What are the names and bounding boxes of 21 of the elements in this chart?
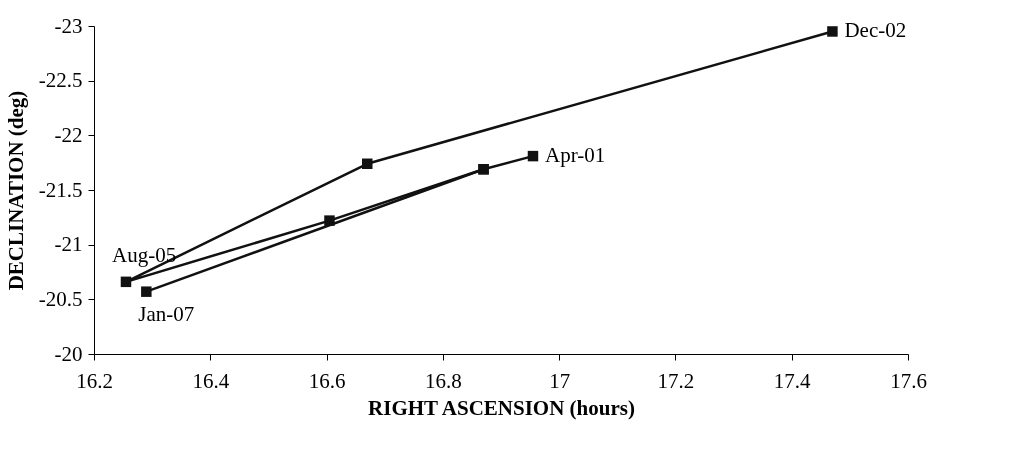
x-tick-label: 16.8 [424, 368, 462, 393]
x-axis-title: RIGHT ASCENSION (hours) [368, 395, 635, 420]
y-tick-label: -22.5 [38, 68, 83, 93]
annotation: Dec-02 [844, 18, 907, 43]
annotation: Jan-07 [138, 301, 195, 326]
y-tick-label: -23 [54, 13, 83, 38]
x-tick-label: 16.6 [308, 368, 346, 393]
y-tick-label: -22 [54, 122, 83, 147]
x-tick-label: 16.2 [76, 368, 113, 393]
annotation: Aug-05 [111, 242, 177, 267]
y-tick-label: -20 [54, 341, 83, 366]
y-tick-label: -20.5 [38, 286, 83, 311]
y-tick-label: -21.5 [38, 177, 83, 202]
x-tick-label: 17.4 [773, 368, 812, 393]
x-tick-label: 17.2 [657, 368, 695, 393]
x-tick-label: 16.4 [192, 368, 230, 393]
annotation: Apr-01 [544, 143, 606, 168]
x-tick-label: 17.6 [890, 368, 927, 393]
y-axis-title: DECLINATION (deg) [3, 90, 28, 291]
x-tick-label: 17 [549, 368, 571, 393]
y-tick-label: -21 [54, 232, 83, 257]
